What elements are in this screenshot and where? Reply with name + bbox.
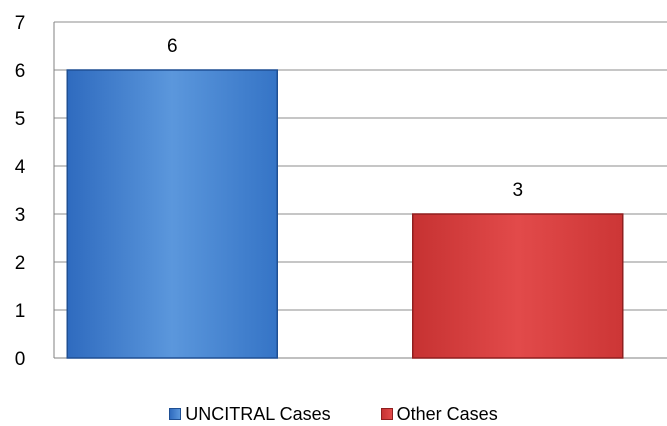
bars bbox=[66, 69, 624, 359]
y-axis-ticks: 0 1 2 3 4 5 6 7 bbox=[15, 13, 26, 370]
y-tick-label: 3 bbox=[15, 205, 26, 226]
data-label-other-cases: 3 bbox=[512, 180, 523, 201]
y-tick-label: 2 bbox=[15, 253, 26, 274]
y-tick-label: 4 bbox=[15, 157, 26, 178]
bar-uncitral-cases bbox=[66, 69, 278, 359]
y-tick-label: 6 bbox=[15, 61, 26, 82]
legend: UNCITRAL Cases Other Cases bbox=[0, 402, 667, 426]
y-tick-label: 1 bbox=[15, 301, 26, 322]
legend-item-other: Other Cases bbox=[380, 403, 498, 425]
y-tick-label: 7 bbox=[15, 13, 26, 34]
legend-label-uncitral: UNCITRAL Cases bbox=[185, 403, 331, 424]
bar-other-cases bbox=[412, 213, 624, 359]
legend-swatch-uncitral bbox=[169, 408, 182, 420]
legend-item-uncitral: UNCITRAL Cases bbox=[169, 403, 331, 425]
y-tick-label: 5 bbox=[15, 109, 26, 130]
data-label-uncitral-cases: 6 bbox=[167, 36, 178, 57]
legend-label-other: Other Cases bbox=[396, 403, 498, 424]
data-labels: 63 bbox=[167, 36, 523, 201]
legend-swatch-other bbox=[380, 408, 393, 420]
y-tick-label: 0 bbox=[15, 349, 26, 370]
